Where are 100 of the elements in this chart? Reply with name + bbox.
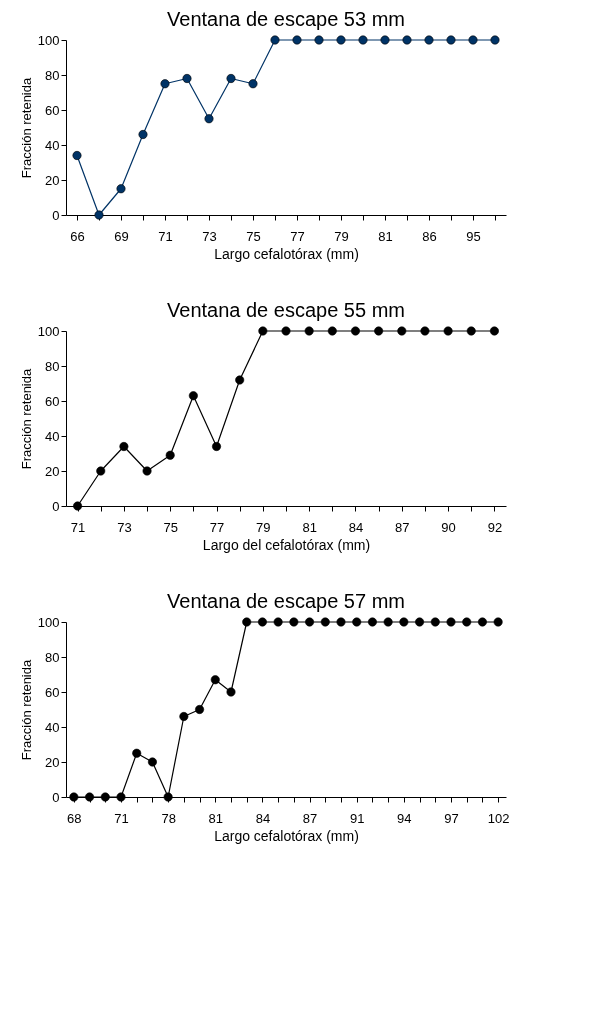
y-axis-title: Fracción retenida bbox=[18, 659, 34, 761]
x-tick-label: 75 bbox=[246, 228, 261, 244]
x-tick-label: 71 bbox=[114, 810, 129, 826]
y-tick-label: 20 bbox=[45, 172, 60, 188]
point bbox=[424, 35, 434, 45]
point bbox=[443, 326, 453, 336]
point bbox=[179, 712, 189, 721]
chart-title: Ventana de escape 53 mm bbox=[167, 8, 405, 30]
point bbox=[116, 792, 126, 802]
point bbox=[226, 74, 236, 83]
y-tick-label: 100 bbox=[37, 32, 60, 48]
x-tick-label: 84 bbox=[255, 810, 271, 826]
point bbox=[292, 35, 302, 45]
point bbox=[352, 617, 362, 627]
point bbox=[163, 792, 173, 802]
point bbox=[493, 617, 503, 627]
y-tick-label: 20 bbox=[45, 463, 60, 479]
point bbox=[258, 326, 268, 336]
point bbox=[420, 326, 430, 336]
x-tick-label: 79 bbox=[334, 228, 349, 244]
point bbox=[160, 79, 170, 89]
y-tick-label: 60 bbox=[45, 102, 60, 118]
point bbox=[188, 391, 198, 401]
y-tick-label: 100 bbox=[37, 614, 60, 630]
x-tick-label: 75 bbox=[163, 519, 178, 535]
y-tick-label: 40 bbox=[45, 428, 60, 444]
point bbox=[320, 617, 330, 627]
y-tick-label: 40 bbox=[45, 719, 60, 735]
x-tick-label: 97 bbox=[444, 810, 459, 826]
point bbox=[100, 792, 110, 802]
point bbox=[147, 757, 157, 767]
x-tick-label: 87 bbox=[302, 810, 318, 826]
x-axis-title: Largo cefalotórax (mm) bbox=[214, 827, 359, 844]
chart-title: Ventana de escape 55 mm bbox=[167, 299, 405, 321]
x-axis-title: Largo del cefalotórax (mm) bbox=[202, 536, 371, 553]
point bbox=[490, 35, 500, 45]
point bbox=[477, 617, 487, 627]
point bbox=[204, 114, 214, 124]
point bbox=[327, 326, 337, 336]
x-tick-label: 90 bbox=[441, 519, 456, 535]
y-tick-label: 80 bbox=[45, 67, 60, 83]
x-tick-label: 73 bbox=[117, 519, 132, 535]
x-tick-label: 77 bbox=[290, 228, 305, 244]
chart-title: Ventana de escape 57 mm bbox=[167, 590, 405, 612]
x-tick-label: 68 bbox=[67, 810, 82, 826]
point bbox=[132, 748, 142, 758]
point bbox=[210, 675, 220, 685]
point bbox=[281, 326, 291, 336]
point bbox=[350, 326, 360, 336]
point bbox=[397, 326, 407, 336]
point bbox=[96, 466, 106, 476]
x-tick-label: 71 bbox=[70, 519, 86, 535]
point bbox=[270, 35, 280, 45]
point bbox=[383, 617, 393, 627]
y-tick-label: 100 bbox=[37, 323, 60, 339]
y-axis-title: Fracción retenida bbox=[18, 368, 34, 470]
y-axis-title: Fracción retenida bbox=[18, 77, 34, 179]
point bbox=[257, 617, 267, 627]
point bbox=[235, 375, 245, 385]
x-tick-label: 69 bbox=[114, 228, 129, 244]
x-tick-label: 77 bbox=[209, 519, 225, 535]
point bbox=[314, 35, 324, 45]
point bbox=[446, 35, 456, 45]
point bbox=[402, 35, 412, 45]
point bbox=[466, 326, 476, 336]
point bbox=[226, 687, 236, 697]
point bbox=[430, 617, 440, 627]
point bbox=[195, 705, 205, 714]
x-tick-label: 91 bbox=[349, 810, 365, 826]
x-tick-label: 95 bbox=[466, 228, 481, 244]
point bbox=[94, 210, 104, 220]
point bbox=[212, 442, 222, 451]
point bbox=[116, 184, 126, 194]
y-tick-label: 20 bbox=[45, 754, 60, 770]
point bbox=[119, 442, 129, 451]
point bbox=[85, 792, 95, 802]
y-tick-label: 0 bbox=[52, 789, 60, 805]
point bbox=[358, 35, 368, 45]
y-tick-label: 40 bbox=[45, 137, 60, 153]
point bbox=[289, 617, 299, 627]
point bbox=[468, 35, 478, 45]
x-tick-label: 71 bbox=[158, 228, 173, 244]
point bbox=[248, 79, 258, 89]
x-tick-label: 84 bbox=[348, 519, 364, 535]
point bbox=[446, 617, 456, 627]
point bbox=[72, 151, 82, 160]
x-tick-label: 81 bbox=[302, 519, 317, 535]
y-tick-label: 80 bbox=[45, 358, 60, 374]
x-axis-title: Largo cefalotórax (mm) bbox=[214, 245, 359, 262]
x-tick-label: 94 bbox=[397, 810, 412, 826]
point bbox=[242, 617, 252, 627]
point bbox=[182, 74, 192, 83]
x-tick-label: 102 bbox=[487, 810, 510, 826]
point bbox=[142, 466, 152, 476]
point bbox=[415, 617, 425, 627]
x-tick-label: 73 bbox=[202, 228, 217, 244]
point bbox=[489, 326, 499, 336]
point bbox=[138, 130, 148, 139]
point bbox=[165, 450, 175, 460]
y-tick-label: 60 bbox=[45, 684, 60, 700]
